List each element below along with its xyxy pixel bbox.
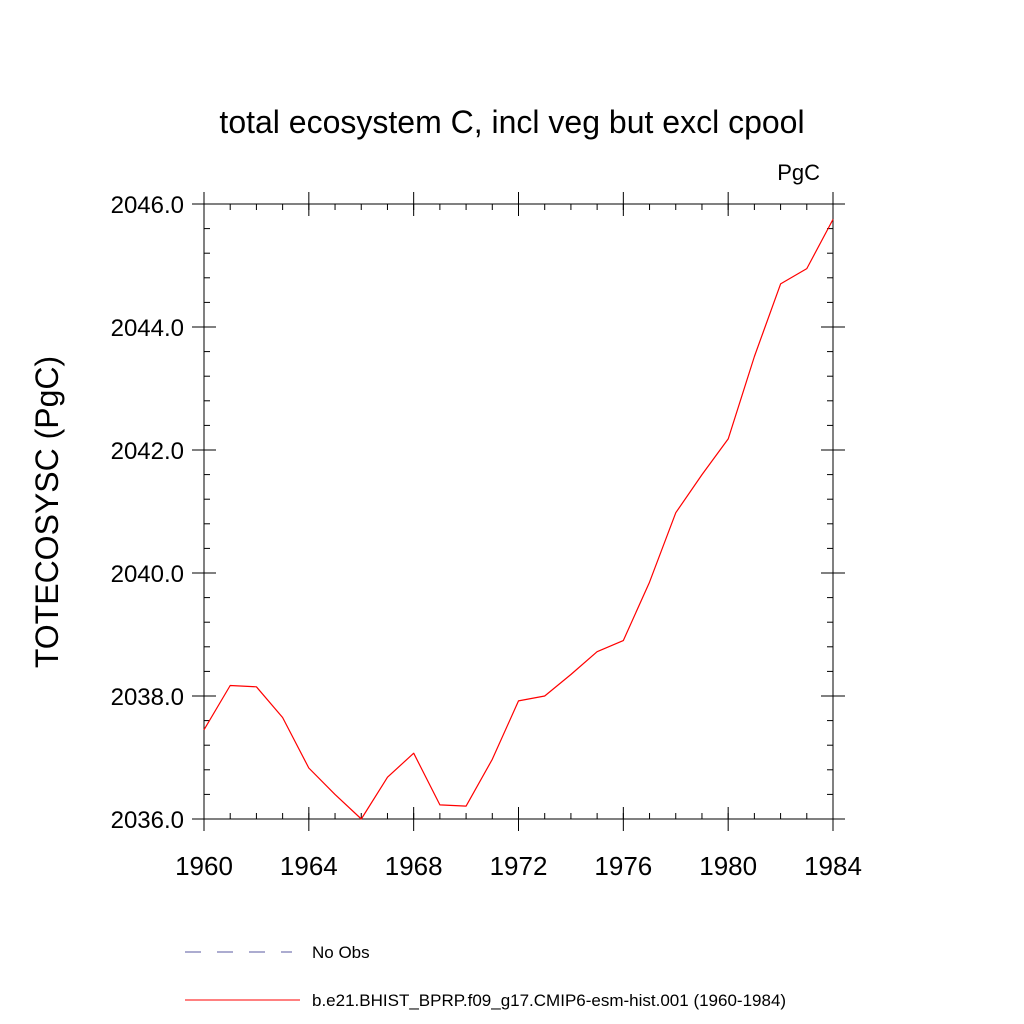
series-line-model [203, 219, 834, 820]
legend-label-model: b.e21.BHIST_BPRP.f09_g17.CMIP6-esm-hist.… [312, 991, 786, 1010]
y-tick-label: 2040.0 [111, 561, 184, 588]
y-tick-label: 2044.0 [111, 315, 184, 342]
y-tick-label: 2038.0 [111, 684, 184, 711]
x-tick-label: 1964 [280, 851, 338, 881]
y-axis: 2036.0 2038.0 2040.0 2042.0 2044.0 2046.0 [111, 192, 845, 834]
plot-border [203, 203, 834, 820]
units-label: PgC [777, 160, 820, 185]
y-tick-label: 2046.0 [111, 192, 184, 219]
x-tick-label: 1980 [699, 851, 757, 881]
x-axis: 1960 1964 1968 1972 1976 1980 1984 [175, 192, 862, 881]
y-tick-label: 2036.0 [111, 807, 184, 834]
x-tick-label: 1984 [804, 851, 862, 881]
legend-label-obs: No Obs [312, 943, 370, 962]
plot-frame [203, 203, 834, 820]
legend: No Obs b.e21.BHIST_BPRP.f09_g17.CMIP6-es… [185, 943, 786, 1010]
y-tick-label: 2042.0 [111, 438, 184, 465]
series-layer [203, 219, 834, 820]
y-axis-title: TOTECOSYSC (PgC) [29, 356, 65, 668]
x-tick-label: 1960 [175, 851, 233, 881]
x-tick-label: 1968 [385, 851, 443, 881]
x-tick-label: 1972 [490, 851, 548, 881]
x-tick-label: 1976 [594, 851, 652, 881]
chart-title: total ecosystem C, incl veg but excl cpo… [219, 104, 804, 140]
